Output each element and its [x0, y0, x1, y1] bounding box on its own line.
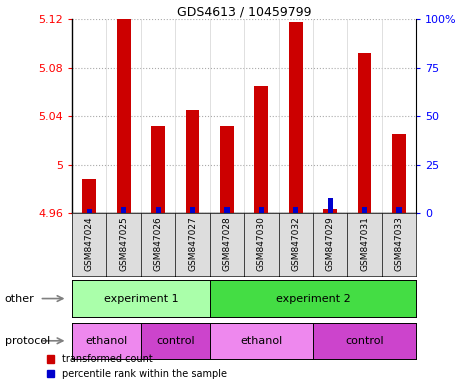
Legend: transformed count, percentile rank within the sample: transformed count, percentile rank withi… — [46, 354, 227, 379]
Text: GSM847028: GSM847028 — [222, 216, 232, 271]
Bar — [151, 126, 165, 213]
Bar — [155, 207, 161, 213]
Text: other: other — [5, 293, 34, 304]
Text: GSM847031: GSM847031 — [360, 216, 369, 271]
Bar — [86, 209, 92, 213]
Bar — [186, 110, 199, 213]
Bar — [254, 86, 268, 213]
Text: experiment 2: experiment 2 — [276, 293, 350, 304]
Title: GDS4613 / 10459799: GDS4613 / 10459799 — [177, 5, 312, 18]
Bar — [121, 207, 126, 213]
Text: control: control — [345, 336, 384, 346]
Bar — [117, 19, 131, 213]
Text: ethanol: ethanol — [86, 336, 127, 346]
Text: GSM847026: GSM847026 — [153, 216, 163, 271]
Text: control: control — [156, 336, 195, 346]
Bar — [362, 207, 367, 213]
Bar — [396, 207, 402, 213]
Bar — [327, 198, 333, 213]
Bar — [293, 207, 299, 213]
Text: ethanol: ethanol — [240, 336, 282, 346]
Bar — [224, 207, 230, 213]
Bar — [259, 207, 264, 213]
Text: GSM847027: GSM847027 — [188, 216, 197, 271]
Text: GSM847029: GSM847029 — [326, 216, 335, 271]
Text: GSM847024: GSM847024 — [85, 216, 94, 271]
Bar — [323, 210, 337, 213]
Bar — [392, 134, 406, 213]
Text: protocol: protocol — [5, 336, 50, 346]
Bar — [358, 53, 372, 213]
Text: GSM847033: GSM847033 — [394, 216, 404, 271]
Bar — [190, 207, 195, 213]
Text: experiment 1: experiment 1 — [104, 293, 178, 304]
Text: GSM847025: GSM847025 — [119, 216, 128, 271]
Text: GSM847032: GSM847032 — [291, 216, 300, 271]
Bar — [220, 126, 234, 213]
Bar — [82, 179, 96, 213]
Text: GSM847030: GSM847030 — [257, 216, 266, 271]
Bar — [289, 22, 303, 213]
